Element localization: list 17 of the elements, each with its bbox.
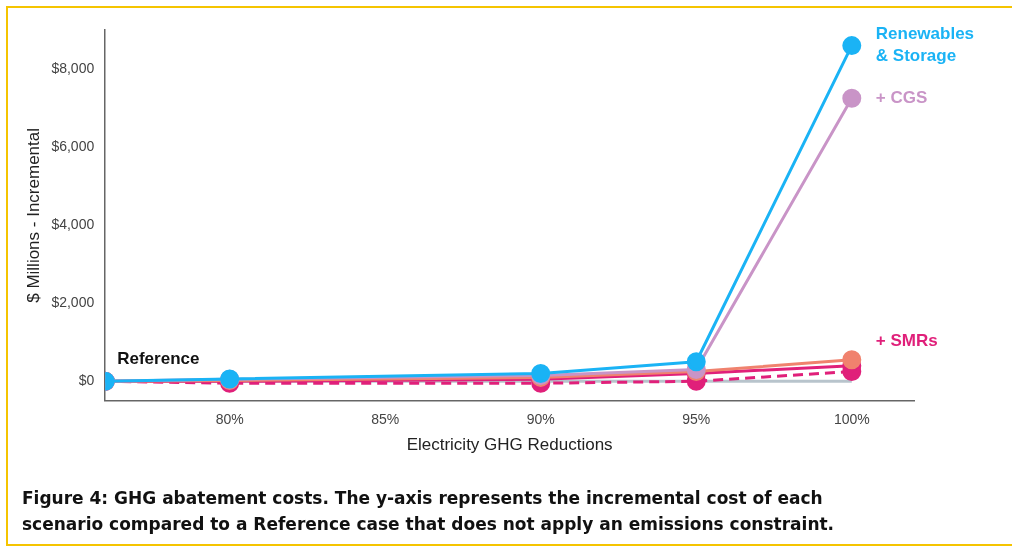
series-label: Renewables & Storage	[875, 24, 975, 66]
x-axis-title: Electricity GHG Reductions	[406, 435, 613, 455]
y-tick-label: $6,000	[51, 137, 95, 154]
x-tick-label: 80%	[215, 411, 244, 428]
x-tick-label: 90%	[526, 411, 555, 428]
annotation: Reference	[117, 349, 200, 369]
x-tick-label: 85%	[371, 411, 400, 428]
y-tick-label: $0	[78, 372, 95, 389]
y-tick-label: $4,000	[51, 216, 95, 233]
y-tick-label: $2,000	[51, 294, 95, 311]
x-tick-label: 100%	[833, 411, 870, 428]
y-tick-label: $8,000	[51, 59, 95, 76]
series-label: + CGS	[875, 87, 928, 107]
series-label: + SMRs	[875, 331, 938, 351]
x-tick-label: 95%	[682, 411, 711, 428]
y-axis-title: $ Millions - Incremental	[23, 128, 43, 303]
caption: Figure 4: GHG abatement costs. The y-axis represents the incremental cost of each scenario compared to a Reference case that does not apply an emissions constraint.	[22, 487, 836, 537]
